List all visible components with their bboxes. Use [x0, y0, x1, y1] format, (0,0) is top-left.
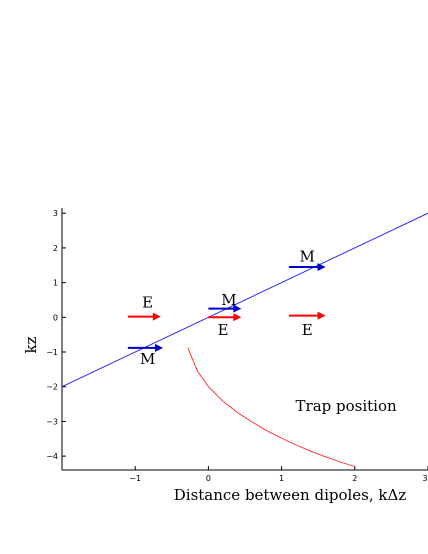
arrow-label: E	[302, 321, 313, 339]
dipole-arrow: E	[127, 293, 161, 321]
dipole-arrow: E	[208, 313, 242, 339]
dipole-arrow: M	[127, 343, 164, 368]
blue-line-series	[61, 212, 428, 388]
y-tick-label: 2	[53, 244, 58, 253]
dipole-arrow: M	[208, 291, 242, 313]
x-tick-label: 0	[206, 474, 211, 483]
x-tick-label: 2	[352, 474, 357, 483]
plot-frame	[61, 208, 428, 471]
y-tick-label: −4	[46, 452, 58, 461]
arrow-head	[233, 313, 242, 322]
arrow-head	[155, 343, 164, 352]
arrow-head	[317, 311, 326, 320]
y-tick-label: 0	[53, 313, 58, 322]
arrow-label: E	[218, 321, 229, 339]
arrow-label: M	[221, 291, 236, 309]
axis-ticks: 3 2 1 0 −1 −2 −3 −4 −1 0 1 2 3	[46, 209, 428, 483]
y-tick-label: 1	[53, 279, 58, 288]
y-tick-label: −3	[46, 417, 58, 426]
arrow-head	[233, 304, 242, 313]
arrow-head	[317, 262, 326, 271]
trap-position-annotation: Trap position	[296, 397, 397, 415]
y-tick-label: −2	[46, 383, 58, 392]
red-curve-series	[187, 347, 355, 467]
arrow-label: M	[140, 350, 155, 368]
y-tick-label: 3	[53, 209, 58, 218]
x-tick-label: 1	[279, 474, 284, 483]
dipole-arrow: M	[288, 248, 326, 271]
x-tick-label: −1	[129, 474, 141, 483]
arrow-label: E	[142, 293, 153, 311]
dipole-arrow: E	[288, 311, 326, 339]
y-axis-label: kz	[22, 336, 40, 353]
x-axis-label: Distance between dipoles, kΔz	[174, 486, 407, 504]
y-tick-label: −1	[46, 348, 58, 357]
x-tick-label: 3	[422, 474, 427, 483]
arrow-head	[152, 312, 161, 321]
series-layer	[61, 212, 428, 467]
arrow-label: M	[300, 248, 315, 266]
